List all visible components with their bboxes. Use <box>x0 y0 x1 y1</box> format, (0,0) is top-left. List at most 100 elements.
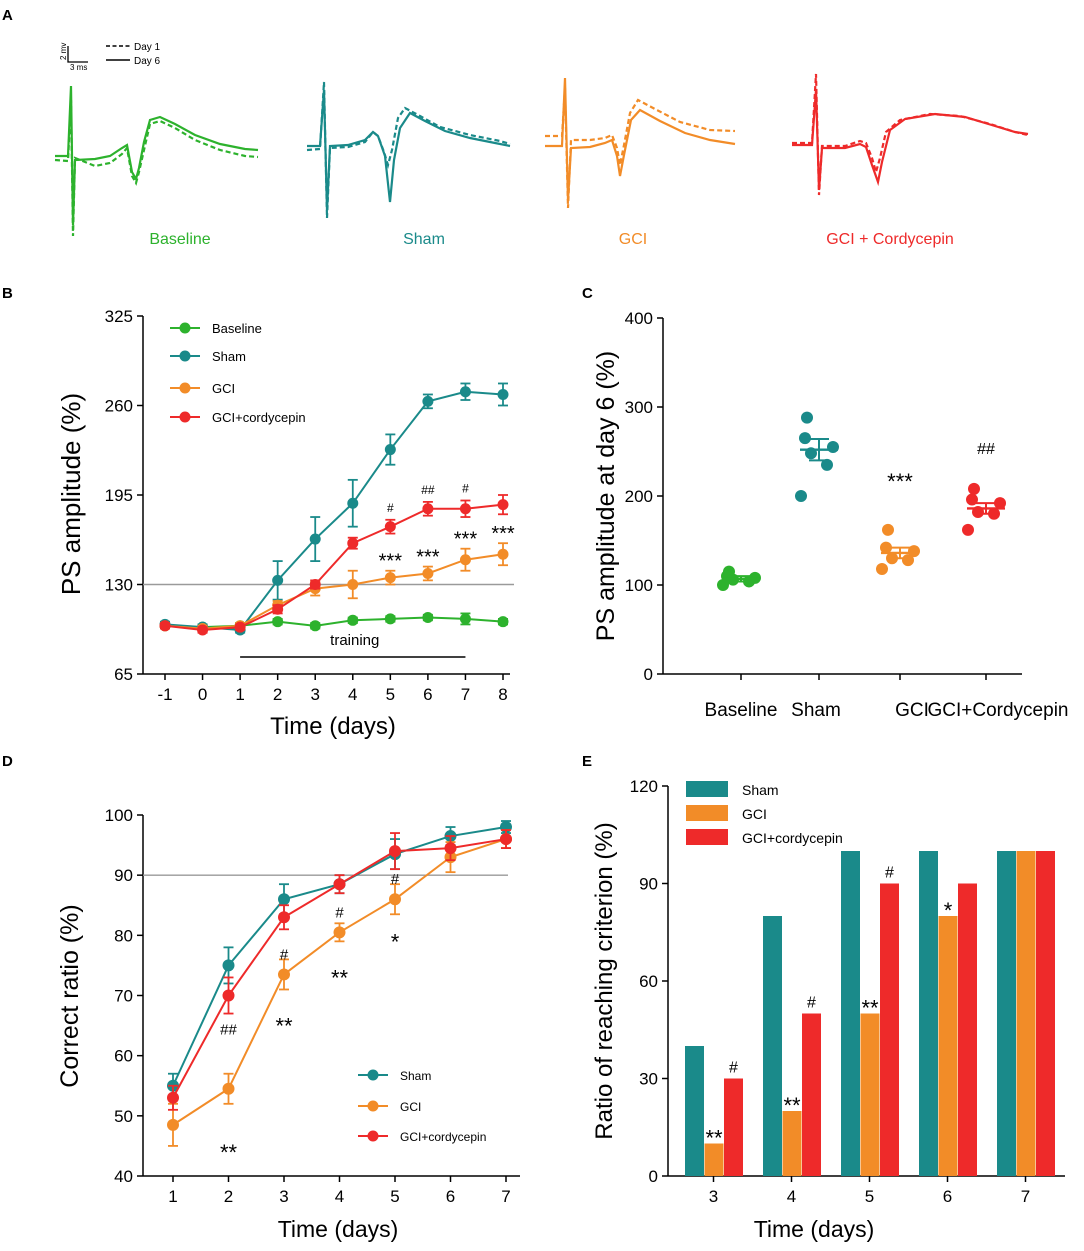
c-significance-mark: ## <box>977 441 995 458</box>
d-point-sham <box>278 893 290 906</box>
b-y-tick-label: 65 <box>114 665 133 684</box>
trace-group-gci <box>545 77 736 209</box>
b-significance-mark: *** <box>379 551 403 573</box>
e-bar-sham <box>685 1046 704 1176</box>
d-y-tick-label: 60 <box>114 1047 133 1066</box>
legend-b-gci-label: GCI <box>212 381 235 396</box>
d-point-gci <box>333 926 346 939</box>
chart-e-plot: 0 30 60 90 120 3 4 5 6 7 ** # ** # ** # * <box>630 777 1065 1206</box>
b-point-gci <box>497 548 509 560</box>
legend-b-sham-marker <box>179 350 191 362</box>
e-x-tick-label: 3 <box>709 1187 718 1206</box>
b-x-tick-label: 8 <box>498 685 507 704</box>
b-point-gci-cordycepin <box>384 521 396 533</box>
trace-baseline-day1 <box>54 99 259 237</box>
c-y-tick-label: 300 <box>625 398 653 417</box>
legend-b-cordycepin-label: GCI+cordycepin <box>212 410 306 425</box>
legend-d-gci: GCI <box>358 1100 421 1114</box>
label-gci: GCI <box>619 231 647 248</box>
trace-cordycepin-day1 <box>792 73 1029 196</box>
d-x-tick-label: 7 <box>501 1187 510 1206</box>
legend-e-gci-label: GCI <box>742 806 767 822</box>
c-point-gci <box>882 523 894 536</box>
legend-b-gci-marker <box>179 382 191 394</box>
c-group-gci-cordycepin <box>962 482 1006 536</box>
b-series-gci-cordycepin <box>159 494 509 636</box>
e-bar-gci <box>860 1013 880 1176</box>
legend-d-sham-marker <box>367 1069 379 1081</box>
d-point-gci-cordycepin <box>389 845 401 858</box>
b-significance-mark: *** <box>416 547 440 569</box>
d-point-gci <box>278 968 290 981</box>
b-point-sham <box>272 574 284 586</box>
d-y-tick-label: 40 <box>114 1167 133 1186</box>
d-y-tick-label: 100 <box>105 806 133 825</box>
d-x-tick-label: 6 <box>446 1187 455 1206</box>
label-gci-cordycepin: GCI + Cordycepin <box>826 231 954 248</box>
d-x-tick-label: 1 <box>168 1187 177 1206</box>
panel-c: C 0 100 200 300 400 Baseline Sham GCIGCI+Cordyc… <box>582 285 1068 721</box>
panel-e-letter: E <box>582 753 592 770</box>
d-series-gci-cordycepin <box>167 829 512 1111</box>
chart-e-xlabel: Time (days) <box>754 1216 875 1242</box>
e-bar-gci <box>1016 851 1036 1176</box>
legend-e-gci: GCI <box>686 805 767 822</box>
chart-c-ylabel: PS amplitude at day 6 (%) <box>592 351 620 641</box>
b-point-baseline <box>309 620 321 632</box>
d-significance-mark: # <box>280 946 289 963</box>
e-significance-mark: ** <box>705 1126 723 1151</box>
b-x-tick-label: 4 <box>348 685 357 704</box>
e-bar-gci-cordycepin <box>880 883 899 1176</box>
c-x-tick-label: GCI+Cordycepin <box>928 700 1069 721</box>
b-training-label: training <box>330 632 379 649</box>
c-point-gci <box>876 562 888 575</box>
legend-d-gci-label: GCI <box>400 1100 421 1114</box>
e-significance-mark: ** <box>861 996 879 1021</box>
b-significance-mark: # <box>387 501 394 515</box>
d-x-tick-label: 2 <box>224 1187 233 1206</box>
c-point-gci <box>908 545 920 558</box>
b-y-tick-label: 325 <box>105 307 133 326</box>
e-bar-gci-cordycepin <box>802 1013 821 1176</box>
legend-b-baseline: Baseline <box>170 321 262 336</box>
trace-group-cordycepin <box>792 73 1029 196</box>
legend-e-sham: Sham <box>686 781 779 798</box>
b-point-gci-cordycepin <box>272 603 284 615</box>
d-point-gci-cordycepin <box>167 1091 179 1104</box>
b-y-tick-label: 130 <box>105 576 133 595</box>
b-point-baseline <box>459 613 471 625</box>
c-point-gci <box>880 541 892 554</box>
c-y-tick-label: 400 <box>625 309 653 328</box>
b-point-sham <box>347 497 359 509</box>
c-point-gci-cordycepin <box>966 493 978 506</box>
b-x-tick-label: -1 <box>157 685 172 704</box>
chart-d-ylabel: Correct ratio (%) <box>56 904 84 1087</box>
e-significance-mark: * <box>944 898 953 923</box>
e-x-tick-label: 7 <box>1021 1187 1030 1206</box>
panel-d: D 40 50 60 70 80 90 100 1 2 3 4 5 6 7 ** ## ** # ** # * # Tim… <box>2 753 520 1242</box>
e-y-tick-label: 120 <box>630 777 658 796</box>
b-y-tick-label: 260 <box>105 397 133 416</box>
b-point-sham <box>309 533 321 545</box>
d-x-tick-label: 5 <box>390 1187 399 1206</box>
b-significance-mark: ## <box>421 483 435 497</box>
e-significance-mark: # <box>729 1060 738 1077</box>
c-group-sham <box>795 411 839 502</box>
panel-b-letter: B <box>2 285 13 302</box>
d-significance-mark: ** <box>331 965 349 990</box>
legend-d-cordycepin: GCI+cordycepin <box>358 1130 486 1144</box>
legend-d-cordycepin-label: GCI+cordycepin <box>400 1130 486 1144</box>
b-point-baseline <box>497 616 509 628</box>
legend-e-cordycepin-swatch <box>686 829 728 845</box>
label-baseline: Baseline <box>149 231 210 248</box>
b-point-sham <box>422 395 434 407</box>
legend-b-baseline-label: Baseline <box>212 321 262 336</box>
d-point-sham <box>222 959 235 972</box>
panel-c-letter: C <box>582 285 593 302</box>
b-line-gci-cordycepin <box>164 503 504 631</box>
b-point-baseline <box>384 613 396 625</box>
d-point-gci <box>167 1118 179 1131</box>
legend-e-sham-swatch <box>686 781 728 797</box>
b-point-baseline <box>347 614 359 626</box>
d-line-sham <box>172 826 507 1087</box>
